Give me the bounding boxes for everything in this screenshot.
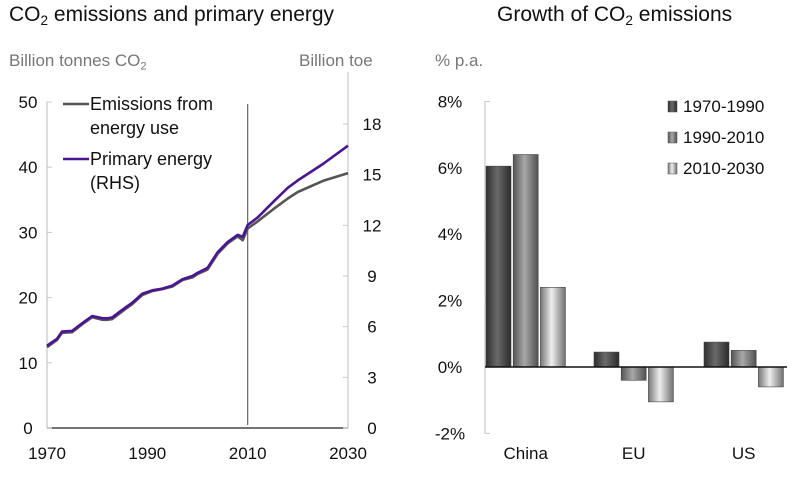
bar-us-1990-2010 [730, 350, 757, 368]
right-chart-title: Growth of CO2 emissions [497, 3, 733, 29]
legend-label: Emissions from [90, 94, 213, 114]
bar-china-1990-2010 [512, 154, 539, 368]
bar-china-1970-1990 [485, 165, 512, 368]
bar-eu-1970-1990 [593, 351, 620, 368]
bar-us-1970-1990 [703, 341, 730, 368]
right-y-axis-label: Billion toe [299, 51, 373, 70]
bar-eu-2010-2030 [648, 366, 674, 403]
category-label: EU [622, 444, 646, 463]
series-line-primary-energy [46, 144, 349, 347]
legend-swatch [667, 100, 678, 113]
x-tick-label: 1990 [128, 444, 166, 463]
legend-label: 1990-2010 [683, 128, 764, 147]
y-tick-label: 2% [438, 292, 463, 311]
left-y-axis-label: Billion tonnes CO2 [9, 51, 147, 73]
y2-tick-label: 6 [367, 318, 376, 337]
y2-tick-label: 12 [363, 216, 382, 235]
x-tick-label: 2010 [229, 444, 267, 463]
y-tick-label: 40 [19, 158, 38, 177]
y2-tick-label: 0 [367, 419, 376, 438]
x-tick-label: 1970 [28, 444, 66, 463]
legend-label: (RHS) [90, 173, 140, 193]
y-tick-label: 20 [19, 289, 38, 308]
bar-eu-1990-2010 [620, 366, 647, 381]
x-tick-label: 2030 [329, 444, 367, 463]
bar-y-axis-label: % p.a. [435, 51, 484, 70]
y-tick-label: 50 [19, 93, 38, 112]
category-label: US [732, 444, 756, 463]
y2-tick-label: 15 [363, 166, 382, 185]
bar-us-2010-2030 [758, 366, 784, 388]
legend-label: 1970-1990 [683, 97, 764, 116]
y-tick-label: 8% [438, 92, 463, 111]
legend-label: 2010-2030 [683, 159, 764, 178]
y-tick-label: -2% [435, 424, 465, 443]
y-tick-label: 4% [438, 225, 463, 244]
bar-china-2010-2030 [540, 287, 566, 368]
legend-swatch [667, 131, 678, 144]
left-chart-title: CO2 emissions and primary energy [9, 3, 335, 29]
y-tick-label: 0% [438, 358, 463, 377]
category-label: China [503, 444, 548, 463]
y-tick-label: 0 [23, 419, 32, 438]
y-tick-label: 6% [438, 159, 463, 178]
legend-label: energy use [90, 118, 179, 138]
legend-label: Primary energy [90, 149, 212, 169]
y-tick-label: 30 [19, 223, 38, 242]
series-line-emissions [46, 171, 349, 349]
legend-swatch [667, 162, 678, 175]
y-tick-label: 10 [19, 354, 38, 373]
bar-chart: 8% 6% 4% 2% 0% -2% China EU US 1970-1990 1990-2010… [435, 92, 787, 463]
y2-tick-label: 3 [367, 368, 376, 387]
y2-tick-label: 18 [363, 115, 382, 134]
y2-tick-label: 9 [367, 267, 376, 286]
